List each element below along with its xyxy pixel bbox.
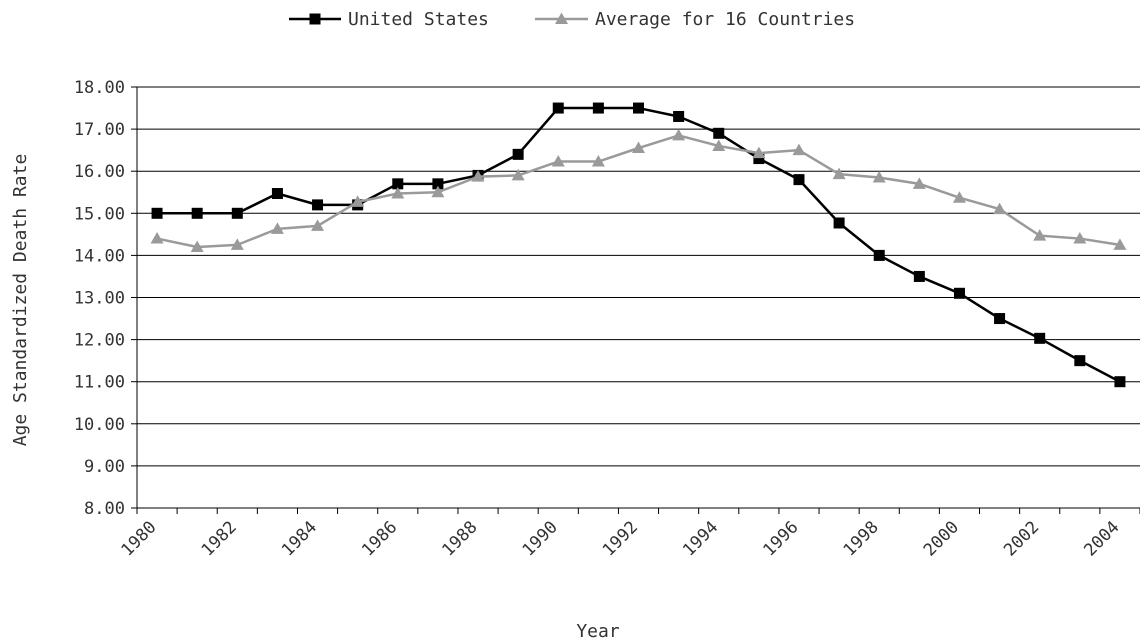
y-axis-title: Age Standardized Death Rate [10, 154, 31, 447]
x-tick-label: 1996 [759, 517, 802, 560]
legend-label: United States [348, 9, 489, 30]
data-point [1074, 355, 1086, 367]
data-point [872, 171, 886, 183]
legend-label: Average for 16 Countries [595, 9, 855, 30]
data-point [151, 207, 163, 219]
data-point [832, 167, 846, 180]
y-tick-label: 9.00 [84, 457, 125, 477]
y-tick-label: 8.00 [84, 499, 125, 519]
data-point [270, 222, 284, 234]
y-tick-label: 16.00 [74, 162, 125, 182]
gridlines [137, 86, 1140, 509]
series-group [150, 102, 1127, 388]
data-point [150, 232, 164, 244]
data-point [311, 219, 325, 231]
x-tick-label: 1982 [198, 517, 241, 560]
data-point [190, 240, 204, 252]
series-2 [150, 128, 1127, 252]
x-tick-labels: 1980 1982 1984 1986 1988 1990 1992 1994 1996 1998… [117, 517, 1123, 560]
x-tick-label: 2004 [1080, 517, 1123, 560]
data-point [994, 313, 1006, 325]
x-tick-label: 1984 [278, 517, 321, 560]
y-tick-label: 12.00 [74, 331, 125, 351]
data-point [351, 195, 365, 207]
x-tick-label: 1992 [599, 517, 642, 560]
data-point [392, 178, 404, 190]
legend-marker [309, 13, 321, 25]
data-point [633, 102, 644, 114]
data-point [391, 187, 405, 199]
data-point [673, 110, 685, 122]
x-tick-label: 1998 [840, 517, 883, 560]
data-point [1073, 232, 1087, 244]
data-point [312, 199, 324, 211]
data-point [1114, 376, 1126, 388]
x-tick-label: 1994 [679, 517, 722, 560]
data-point [551, 155, 565, 167]
legend-item-2: Average for 16 Countries [535, 9, 855, 30]
x-tick-label: 2002 [1000, 517, 1043, 560]
data-point [713, 127, 725, 139]
data-point [793, 174, 805, 186]
y-tick-label: 11.00 [74, 373, 125, 393]
legend-item-1: United States [289, 9, 489, 30]
legend: United States Average for 16 Countries [289, 9, 855, 30]
data-point [913, 270, 925, 282]
data-point [432, 178, 444, 190]
data-point [511, 168, 525, 181]
data-point [952, 191, 966, 203]
data-point [912, 177, 926, 189]
data-point [230, 238, 244, 250]
data-point [431, 185, 445, 198]
data-point [1034, 332, 1046, 344]
x-axis-title: Year [576, 621, 620, 638]
data-point [1113, 238, 1127, 250]
data-point [552, 102, 564, 114]
y-tick-label: 18.00 [74, 78, 125, 98]
data-point [953, 287, 965, 299]
data-point [792, 143, 806, 156]
x-tick-label: 1988 [438, 517, 481, 560]
x-tick-label: 1990 [519, 517, 562, 560]
x-tick-label: 1986 [358, 517, 401, 560]
legend-marker [555, 12, 568, 24]
y-tick-label: 10.00 [74, 415, 125, 435]
data-point [712, 139, 726, 151]
data-point [993, 202, 1007, 215]
data-point [231, 207, 243, 219]
y-tick-label: 17.00 [74, 120, 125, 140]
data-point [632, 141, 645, 154]
y-tick-label: 15.00 [74, 204, 125, 224]
y-tick-label: 13.00 [74, 289, 125, 309]
x-tick-label: 1980 [117, 517, 160, 560]
data-point [672, 128, 686, 141]
data-point [873, 249, 885, 261]
data-point [753, 153, 765, 165]
data-point [471, 170, 485, 182]
y-tick-label: 14.00 [74, 246, 125, 266]
x-tick-label: 2000 [920, 517, 963, 560]
data-point [592, 102, 604, 114]
data-point [512, 148, 524, 160]
data-point [752, 146, 766, 159]
series-1 [151, 102, 1126, 388]
data-point [1033, 229, 1047, 241]
data-point [271, 188, 283, 200]
data-point [591, 155, 605, 167]
axes [131, 86, 1140, 514]
y-tick-labels: 8.00 9.00 10.00 11.00 12.00 13.00 14.00 15.00 16… [74, 78, 125, 519]
data-point [833, 217, 845, 229]
data-point [191, 207, 203, 219]
